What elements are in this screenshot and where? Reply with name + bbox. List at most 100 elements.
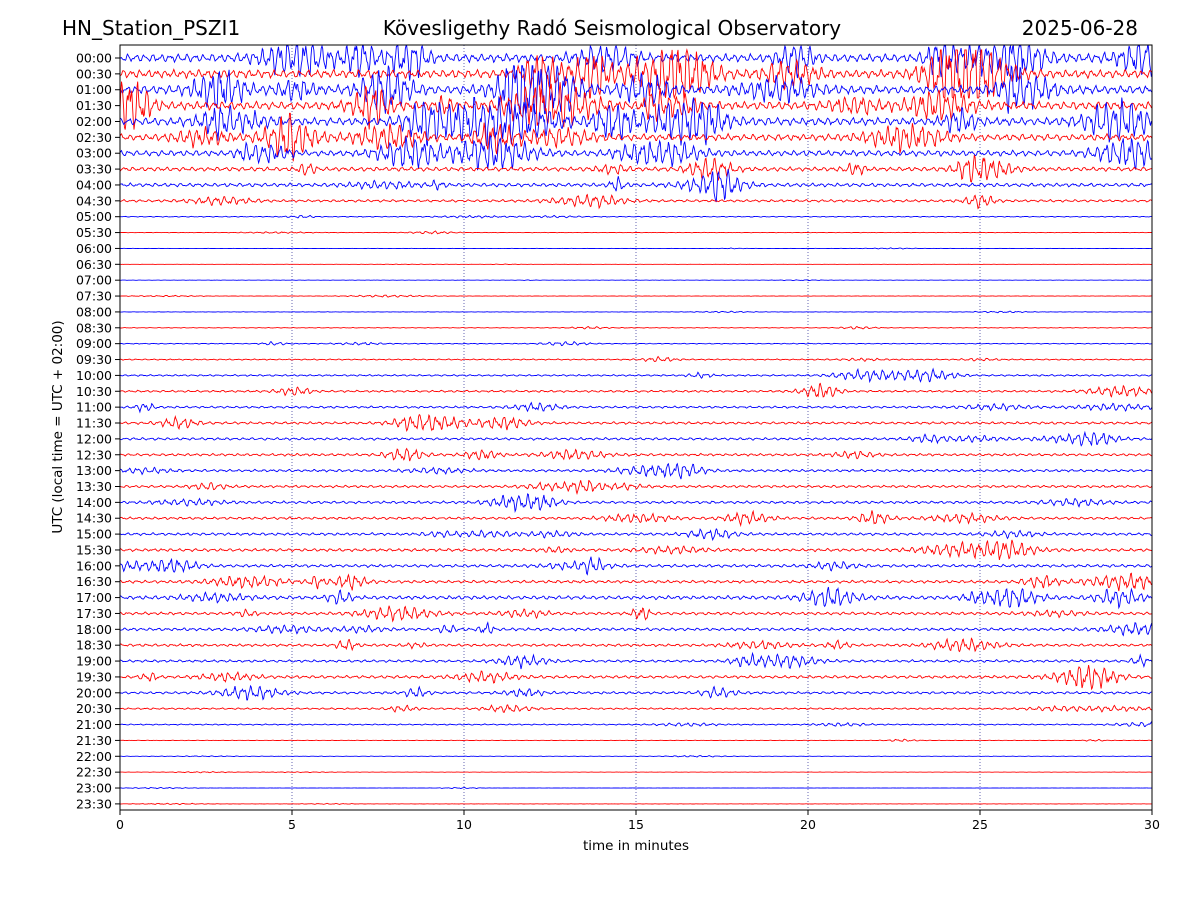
trace-2300 <box>120 786 1153 790</box>
y-tick-label: 06:00 <box>76 241 112 256</box>
y-tick-label: 15:30 <box>76 542 112 557</box>
trace-1500 <box>119 527 1153 542</box>
trace-0430 <box>119 193 1153 210</box>
chart-title: Kövesligethy Radó Seismological Observat… <box>383 16 841 40</box>
x-tick-label: 25 <box>972 817 988 832</box>
trace-0730 <box>119 294 1152 298</box>
y-tick-label: 23:00 <box>76 781 112 796</box>
trace-0400 <box>119 169 1153 203</box>
trace-1100 <box>119 401 1153 414</box>
trace-1630 <box>119 572 1152 592</box>
trace-1930 <box>120 665 1153 691</box>
y-tick-label: 07:00 <box>76 273 112 288</box>
chart-date: 2025-06-28 <box>1022 16 1138 40</box>
station-name: HN_Station_PSZI1 <box>62 16 240 40</box>
trace-0930 <box>119 355 1153 363</box>
trace-0330 <box>119 155 1153 183</box>
y-tick-label: 22:00 <box>76 749 112 764</box>
x-axis-label: time in minutes <box>583 838 689 854</box>
y-tick-label: 05:30 <box>76 225 112 240</box>
y-tick-label: 17:00 <box>76 590 112 605</box>
y-tick-label: 16:30 <box>76 574 112 589</box>
seismic-traces <box>119 44 1153 806</box>
y-tick-label: 11:30 <box>76 416 112 431</box>
y-tick-label: 08:30 <box>76 320 112 335</box>
y-tick-label: 09:00 <box>76 336 112 351</box>
trace-1530 <box>119 539 1153 560</box>
x-tick-label: 15 <box>628 817 644 832</box>
y-tick-label: 01:00 <box>76 82 112 97</box>
trace-1400 <box>119 493 1153 514</box>
y-tick-label: 09:30 <box>76 352 112 367</box>
y-tick-label: 13:30 <box>76 479 112 494</box>
y-tick-label: 08:00 <box>76 304 112 319</box>
trace-1430 <box>120 509 1153 528</box>
trace-0530 <box>119 230 1153 235</box>
y-tick-label: 21:30 <box>76 733 112 748</box>
x-tick-label: 0 <box>116 817 124 832</box>
x-tick-label: 5 <box>288 817 296 832</box>
y-tick-label: 06:30 <box>76 257 112 272</box>
trace-1130 <box>119 413 1153 433</box>
vertical-grid <box>291 45 981 810</box>
y-tick-label: 00:00 <box>76 51 112 66</box>
trace-0900 <box>120 340 1152 347</box>
x-tick-label: 20 <box>800 817 816 832</box>
trace-2330 <box>120 802 1153 806</box>
y-tick-label: 01:30 <box>76 98 112 113</box>
y-tick-label: 02:30 <box>76 130 112 145</box>
x-tick-label: 10 <box>456 817 472 832</box>
y-tick-label: 07:30 <box>76 289 112 304</box>
trace-2200 <box>119 755 1152 758</box>
y-tick-label: 02:00 <box>76 114 112 129</box>
y-tick-label: 22:30 <box>76 765 112 780</box>
trace-2100 <box>119 721 1153 728</box>
trace-1000 <box>119 367 1153 384</box>
y-tick-label: 18:30 <box>76 638 112 653</box>
y-axis-label: UTC (local time = UTC + 02:00) <box>50 320 66 533</box>
trace-0030 <box>119 48 1153 100</box>
trace-1800 <box>119 621 1153 637</box>
y-tick-label: 03:00 <box>76 146 112 161</box>
trace-1200 <box>120 430 1153 447</box>
trace-0600 <box>120 247 1152 250</box>
y-axis-ticks: 00:0000:3001:0001:3002:0002:3003:0003:30… <box>76 51 120 811</box>
trace-1900 <box>119 651 1153 670</box>
trace-0700 <box>119 279 1153 281</box>
trace-0100 <box>119 65 1153 115</box>
trace-1700 <box>119 586 1153 610</box>
y-tick-label: 21:00 <box>76 717 112 732</box>
y-tick-label: 17:30 <box>76 606 112 621</box>
trace-2230 <box>120 771 1153 774</box>
y-tick-label: 03:30 <box>76 162 112 177</box>
x-tick-label: 30 <box>1144 817 1160 832</box>
trace-0130 <box>119 81 1153 130</box>
trace-0230 <box>119 112 1153 162</box>
y-tick-label: 14:30 <box>76 511 112 526</box>
y-tick-label: 16:00 <box>76 558 112 573</box>
y-tick-label: 11:00 <box>76 400 112 415</box>
trace-2000 <box>119 684 1153 701</box>
y-tick-label: 23:30 <box>76 796 112 811</box>
y-tick-label: 18:00 <box>76 622 112 637</box>
y-tick-label: 14:00 <box>76 495 112 510</box>
y-tick-label: 12:00 <box>76 431 112 446</box>
trace-0800 <box>119 310 1152 314</box>
trace-1600 <box>119 556 1153 576</box>
y-tick-label: 20:30 <box>76 701 112 716</box>
y-tick-label: 04:00 <box>76 177 112 192</box>
trace-0830 <box>119 325 1152 330</box>
y-tick-label: 19:30 <box>76 669 112 684</box>
trace-1030 <box>119 382 1153 398</box>
y-tick-label: 05:00 <box>76 209 112 224</box>
y-tick-label: 10:30 <box>76 384 112 399</box>
y-tick-label: 20:00 <box>76 685 112 700</box>
trace-0300 <box>119 135 1153 171</box>
y-tick-label: 13:00 <box>76 463 112 478</box>
trace-1330 <box>120 479 1153 496</box>
trace-1730 <box>120 605 1153 623</box>
y-tick-label: 04:30 <box>76 193 112 208</box>
trace-2030 <box>119 704 1152 714</box>
trace-1300 <box>119 462 1153 480</box>
